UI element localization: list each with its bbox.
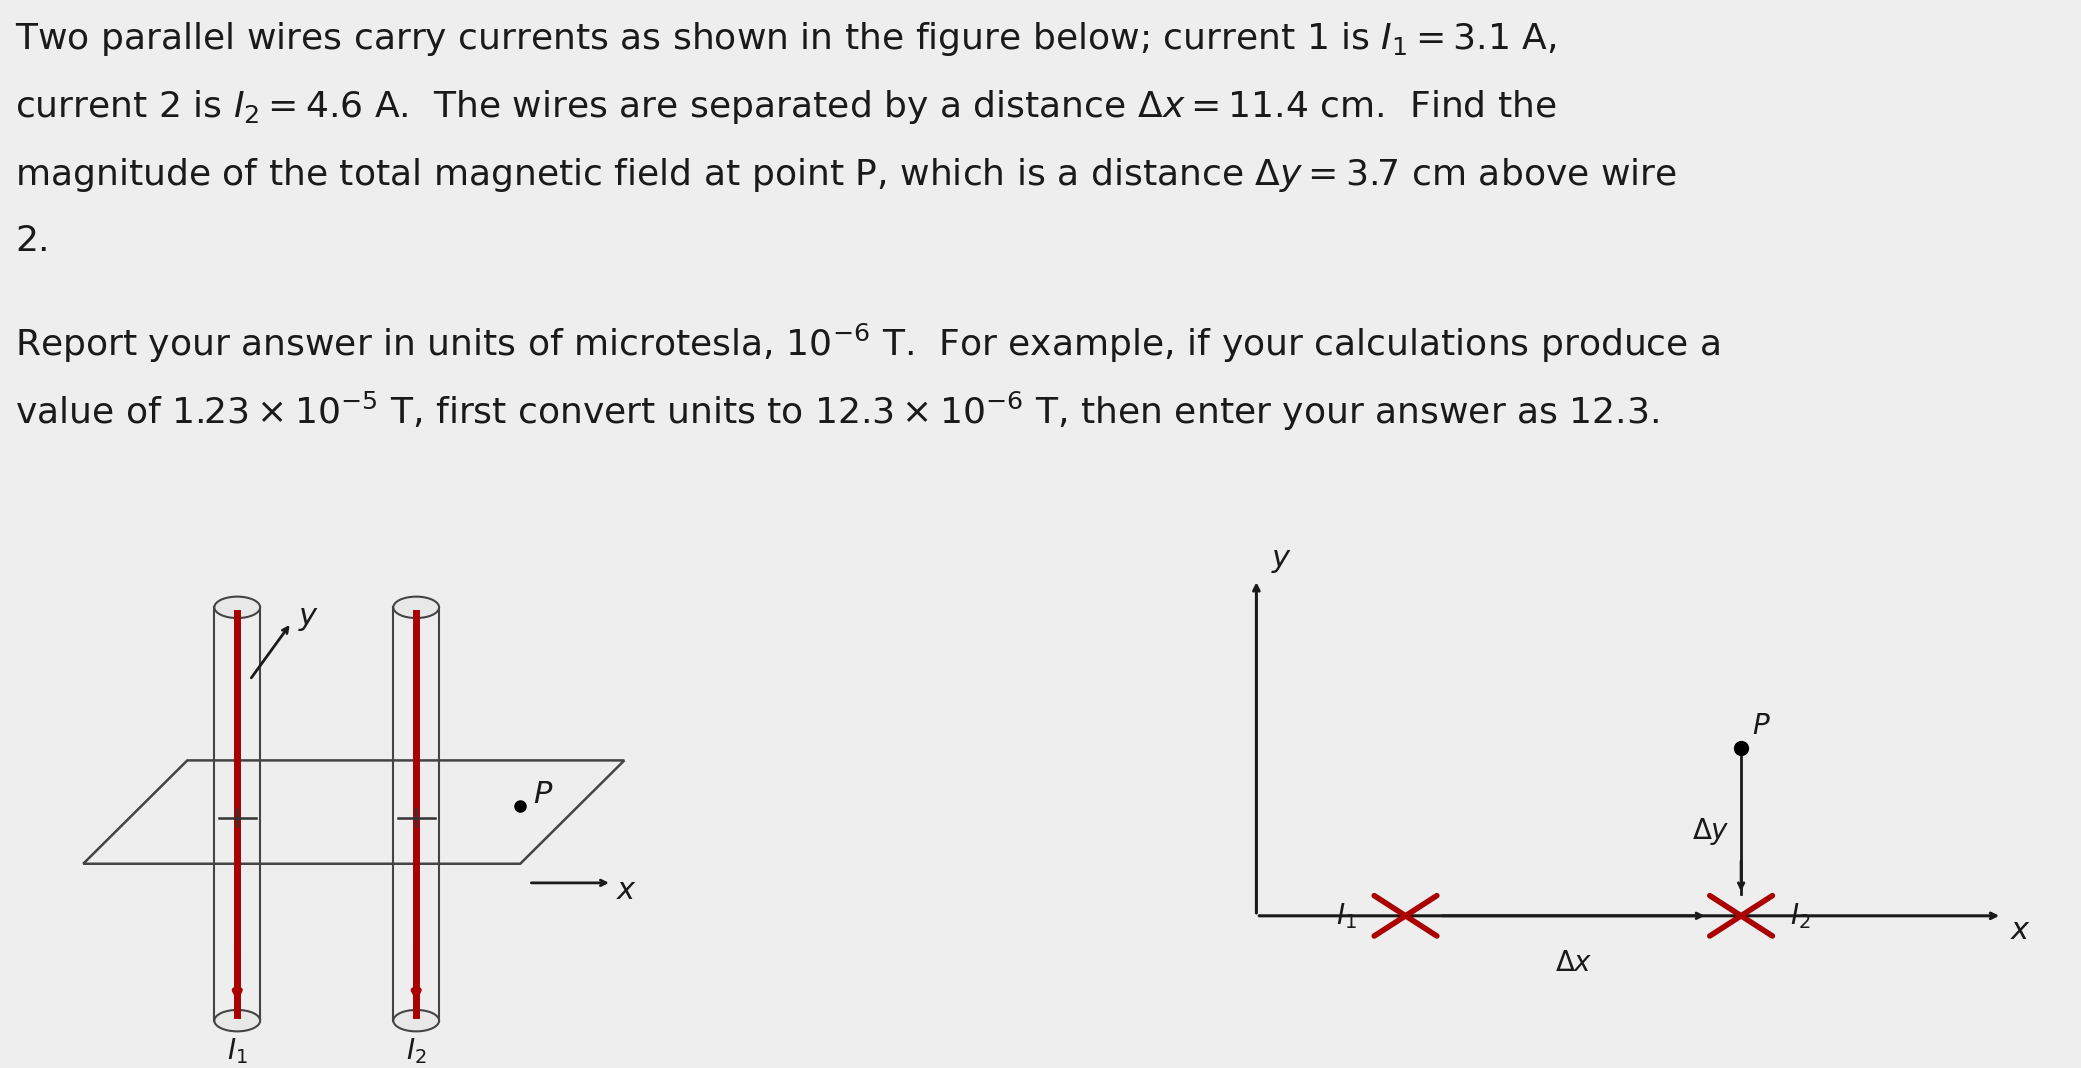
Text: $x$: $x$: [616, 876, 637, 905]
Text: $y$: $y$: [298, 604, 318, 633]
Text: $I_1$: $I_1$: [1336, 901, 1357, 930]
Text: 2.: 2.: [15, 224, 50, 258]
Ellipse shape: [214, 597, 260, 618]
Ellipse shape: [214, 1010, 260, 1032]
Text: $P$: $P$: [533, 780, 554, 808]
Text: value of $1.23 \times 10^{-5}$ T, first convert units to $12.3 \times 10^{-6}$ T: value of $1.23 \times 10^{-5}$ T, first …: [15, 390, 1659, 434]
Text: $P$: $P$: [1752, 712, 1771, 740]
Ellipse shape: [393, 597, 439, 618]
Text: $\Delta y$: $\Delta y$: [1692, 816, 1729, 847]
Text: $I_2$: $I_2$: [1790, 901, 1810, 930]
Ellipse shape: [393, 1010, 439, 1032]
Text: $\Delta x$: $\Delta x$: [1555, 949, 1592, 977]
Text: Two parallel wires carry currents as shown in the figure below; current 1 is $I_: Two parallel wires carry currents as sho…: [15, 20, 1557, 58]
Text: magnitude of the total magnetic field at point P, which is a distance $\Delta y : magnitude of the total magnetic field at…: [15, 156, 1677, 194]
Text: Report your answer in units of microtesla, $10^{-6}$ T.  For example, if your ca: Report your answer in units of microtesl…: [15, 321, 1721, 365]
Text: $y$: $y$: [1271, 546, 1292, 575]
Text: $x$: $x$: [2010, 915, 2031, 945]
Text: $I_1$: $I_1$: [227, 1036, 248, 1066]
Text: $I_2$: $I_2$: [406, 1036, 427, 1066]
Text: current 2 is $I_2 = 4.6$ A.  The wires are separated by a distance $\Delta x = 1: current 2 is $I_2 = 4.6$ A. The wires ar…: [15, 88, 1557, 126]
